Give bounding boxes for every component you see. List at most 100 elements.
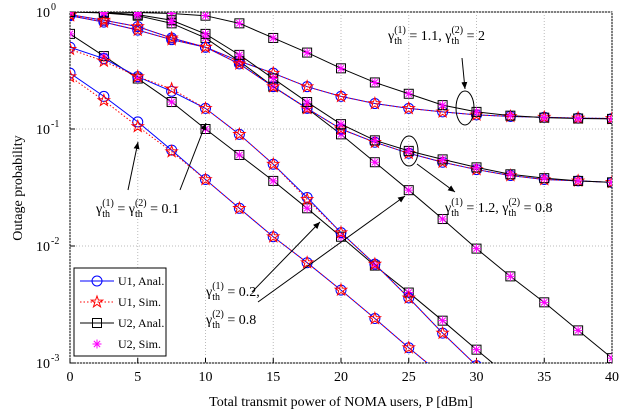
point — [268, 176, 278, 186]
arrow — [416, 163, 456, 193]
point — [268, 74, 278, 84]
point — [370, 77, 380, 87]
point — [299, 191, 315, 206]
point — [607, 177, 612, 187]
point — [505, 271, 515, 281]
x-tick-label: 20 — [334, 370, 348, 385]
arrow — [257, 195, 406, 303]
point — [130, 19, 145, 33]
point — [302, 48, 312, 58]
point — [302, 97, 312, 107]
point — [505, 169, 515, 179]
annotation: = — [114, 202, 129, 217]
y-tick-label: 10 — [36, 6, 50, 21]
annotation-sup: (1) — [451, 197, 463, 208]
point — [234, 150, 244, 160]
point — [404, 185, 414, 195]
point — [198, 100, 213, 115]
annotation: = 0.8 — [520, 201, 552, 216]
annotation: γ — [205, 313, 212, 328]
annotation-sub: th — [394, 36, 402, 47]
point — [70, 12, 75, 17]
point — [438, 316, 448, 326]
point — [506, 373, 515, 382]
series-line — [70, 76, 429, 363]
point — [573, 113, 583, 123]
point — [573, 325, 583, 335]
annotation: γ — [444, 201, 451, 216]
annotation: γ — [128, 202, 135, 217]
point — [438, 214, 448, 224]
x-tick-label: 0 — [67, 370, 74, 385]
legend-box — [73, 267, 167, 357]
point — [336, 63, 346, 73]
annotation: = 1.1, — [406, 29, 445, 44]
point — [70, 41, 78, 56]
point — [333, 88, 349, 103]
point — [96, 12, 112, 27]
arrow — [127, 141, 140, 191]
legend-marker — [92, 339, 102, 349]
point — [232, 126, 247, 141]
annotation: γ — [205, 285, 212, 300]
point — [367, 311, 383, 325]
x-tick-label: 5 — [134, 370, 141, 385]
annotation-sup: (1) — [102, 198, 114, 209]
point — [232, 200, 247, 215]
point — [438, 100, 448, 110]
annotation-sup: (1) — [212, 281, 224, 292]
annotation-sup: (1) — [394, 25, 406, 36]
point — [401, 340, 416, 354]
annotations: γ (1)th = 1.1, γ (2)th = 2γ (1)th = 1.2, γ(… — [95, 25, 553, 331]
annotation-sub: th — [135, 209, 143, 220]
point — [370, 157, 380, 167]
point — [96, 93, 112, 107]
point — [96, 53, 112, 68]
annotation-sub: th — [212, 320, 220, 331]
point — [99, 12, 109, 18]
point — [367, 256, 383, 271]
y-tick-exponent: -3 — [51, 353, 59, 364]
point — [437, 370, 448, 381]
point — [198, 171, 213, 186]
arrow — [461, 57, 468, 90]
annotation-sup: (2) — [508, 197, 520, 208]
point — [130, 69, 145, 83]
data-layer — [70, 12, 612, 382]
annotation: = 1.2, — [463, 201, 502, 216]
arrow — [179, 122, 207, 191]
point — [166, 85, 178, 97]
annotation-sub: th — [508, 208, 516, 219]
point — [198, 39, 213, 54]
point — [505, 111, 515, 121]
y-tick-base: 10 — [36, 6, 50, 21]
legend: U1, Anal. U1, Sim. U2, Anal. U2, Sim. — [73, 267, 167, 357]
legend-marker — [92, 318, 102, 328]
point — [404, 146, 414, 156]
y-tick-exponent: -2 — [51, 236, 59, 247]
point — [333, 225, 349, 239]
x-tick-label: 25 — [402, 370, 416, 385]
annotation-sup: (2) — [451, 25, 463, 36]
point — [164, 144, 179, 158]
ellipse — [399, 135, 419, 167]
point — [299, 255, 315, 269]
annotation-sup: (2) — [212, 309, 224, 320]
point — [164, 30, 179, 45]
point — [438, 154, 448, 164]
point — [438, 371, 448, 381]
ellipse — [455, 90, 475, 126]
legend-marker — [91, 275, 103, 287]
y-tick-exponent: -1 — [51, 119, 59, 130]
point — [70, 69, 78, 83]
point — [299, 79, 315, 93]
annotation: = 2 — [463, 29, 485, 44]
y-tick-label: 10 — [36, 123, 50, 138]
series-line — [70, 33, 494, 363]
point — [506, 373, 515, 382]
point — [336, 119, 346, 129]
legend-label: U2, Anal. — [118, 316, 164, 330]
x-tick-label: 40 — [605, 370, 619, 385]
annotation: γ — [387, 29, 394, 44]
legend-label: U1, Sim. — [118, 295, 161, 309]
